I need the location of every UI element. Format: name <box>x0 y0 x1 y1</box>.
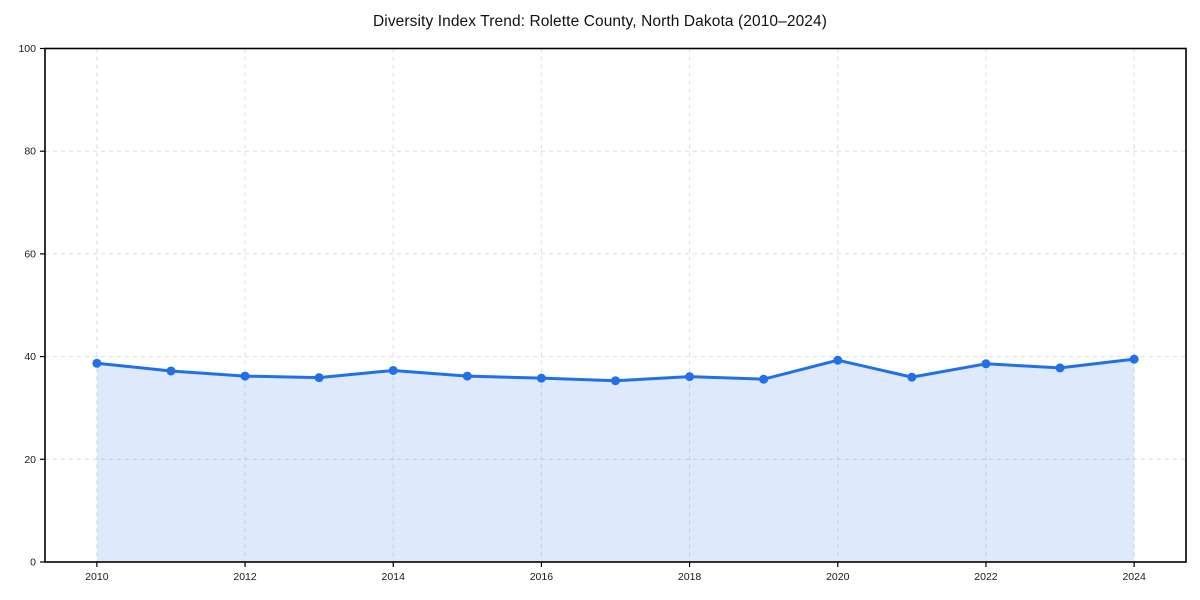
series-markers <box>92 354 1139 386</box>
x-tick-label: 2012 <box>233 571 257 583</box>
gridlines <box>45 48 1186 562</box>
y-tick-label: 40 <box>24 351 36 363</box>
data-point-marker <box>462 371 472 381</box>
y-tick-label: 60 <box>24 248 36 260</box>
y-tick-label: 80 <box>24 146 36 158</box>
x-tick-label: 2022 <box>974 571 998 583</box>
y-axis-ticks: 0 20 40 60 80 100 <box>18 43 45 569</box>
data-point-marker <box>907 372 917 382</box>
x-tick-label: 2020 <box>826 571 850 583</box>
y-tick-label: 0 <box>30 557 36 569</box>
data-point-marker <box>611 376 620 386</box>
x-tick-label: 2010 <box>85 571 109 583</box>
x-tick-label: 2014 <box>382 571 406 583</box>
y-tick-label: 100 <box>18 43 36 55</box>
data-point-marker <box>759 374 769 384</box>
data-point-marker <box>833 355 843 365</box>
x-tick-label: 2018 <box>678 571 702 583</box>
x-tick-label: 2016 <box>530 571 554 583</box>
data-point-marker <box>314 373 324 383</box>
data-point-marker <box>685 372 695 382</box>
data-point-marker <box>981 359 991 369</box>
data-point-marker <box>388 365 398 375</box>
data-point-marker <box>240 371 250 381</box>
data-point-marker <box>1055 363 1065 373</box>
data-point-marker <box>166 366 176 376</box>
x-tick-label: 2024 <box>1122 571 1146 583</box>
series-area-fill <box>96 359 1135 562</box>
chart-title: Diversity Index Trend: Rolette County, N… <box>372 13 828 30</box>
data-point-marker <box>92 358 102 368</box>
data-point-marker <box>536 373 546 383</box>
plot-border <box>44 47 1187 563</box>
data-point-marker <box>1129 354 1139 364</box>
y-tick-label: 20 <box>24 454 36 466</box>
x-axis-ticks: 2010 2012 2014 2016 2018 2020 2022 2024 <box>85 562 1146 583</box>
